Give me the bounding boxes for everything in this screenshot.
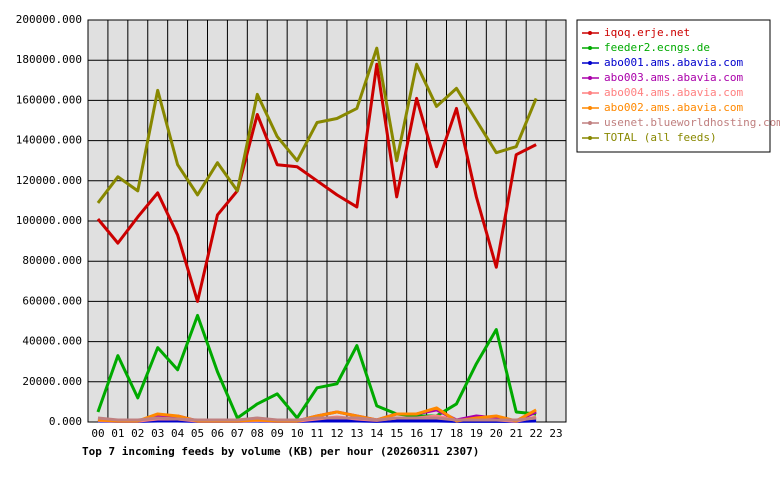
y-tick-label: 100000.000: [16, 214, 82, 227]
x-tick-label: 14: [370, 427, 384, 440]
x-tick-label: 11: [310, 427, 323, 440]
x-tick-label: 13: [350, 427, 363, 440]
legend-label: abo004.ams.abavia.com: [604, 86, 743, 99]
legend-label: TOTAL (all feeds): [604, 131, 717, 144]
x-tick-label: 10: [291, 427, 304, 440]
x-tick-label: 05: [191, 427, 204, 440]
y-tick-label: 40000.000: [22, 335, 82, 348]
legend-label: abo001.ams.abavia.com: [604, 56, 743, 69]
legend-label: feeder2.ecngs.de: [604, 41, 710, 54]
x-tick-label: 15: [390, 427, 403, 440]
legend-label: abo003.ams.abavia.com: [604, 71, 743, 84]
x-tick-label: 03: [151, 427, 164, 440]
x-tick-label: 16: [410, 427, 423, 440]
legend-label: usenet.blueworldhosting.com: [604, 116, 780, 129]
y-tick-label: 80000.000: [22, 254, 82, 267]
legend-label: iqoq.erje.net: [604, 26, 690, 39]
x-tick-label: 17: [430, 427, 443, 440]
y-tick-label: 0.000: [49, 415, 82, 428]
x-tick-label: 18: [450, 427, 463, 440]
legend-dot: [588, 46, 592, 50]
legend-dot: [588, 76, 592, 80]
legend-dot: [588, 136, 592, 140]
x-tick-label: 04: [171, 427, 185, 440]
legend-dot: [588, 91, 592, 95]
series-line: [96, 62, 537, 303]
y-tick-label: 120000.000: [16, 174, 82, 187]
x-tick-label: 23: [549, 427, 562, 440]
x-tick-label: 07: [231, 427, 244, 440]
x-tick-label: 08: [251, 427, 264, 440]
legend-dot: [588, 61, 592, 65]
legend-dot: [588, 121, 592, 125]
y-tick-label: 60000.000: [22, 294, 82, 307]
x-tick-label: 00: [91, 427, 104, 440]
x-tick-label: 06: [211, 427, 224, 440]
y-tick-label: 20000.000: [22, 375, 82, 388]
legend-dot: [588, 106, 592, 110]
series-line: [96, 313, 537, 420]
series-line: [96, 46, 538, 204]
y-tick-label: 160000.000: [16, 93, 82, 106]
x-tick-label: 01: [111, 427, 124, 440]
chart-title: Top 7 incoming feeds by volume (KB) per …: [82, 445, 479, 458]
x-tick-label: 22: [530, 427, 543, 440]
x-tick-label: 19: [470, 427, 483, 440]
x-tick-label: 12: [330, 427, 343, 440]
legend-label: abo002.ams.abavia.com: [604, 101, 743, 114]
x-tick-label: 21: [510, 427, 523, 440]
legend-dot: [588, 31, 592, 35]
x-tick-label: 20: [490, 427, 503, 440]
x-tick-label: 02: [131, 427, 144, 440]
y-tick-label: 140000.000: [16, 134, 82, 147]
y-tick-label: 180000.000: [16, 53, 82, 66]
y-tick-label: 200000.000: [16, 13, 82, 26]
series-line: [97, 416, 537, 422]
legend-box: [576, 19, 771, 153]
x-tick-label: 09: [271, 427, 284, 440]
